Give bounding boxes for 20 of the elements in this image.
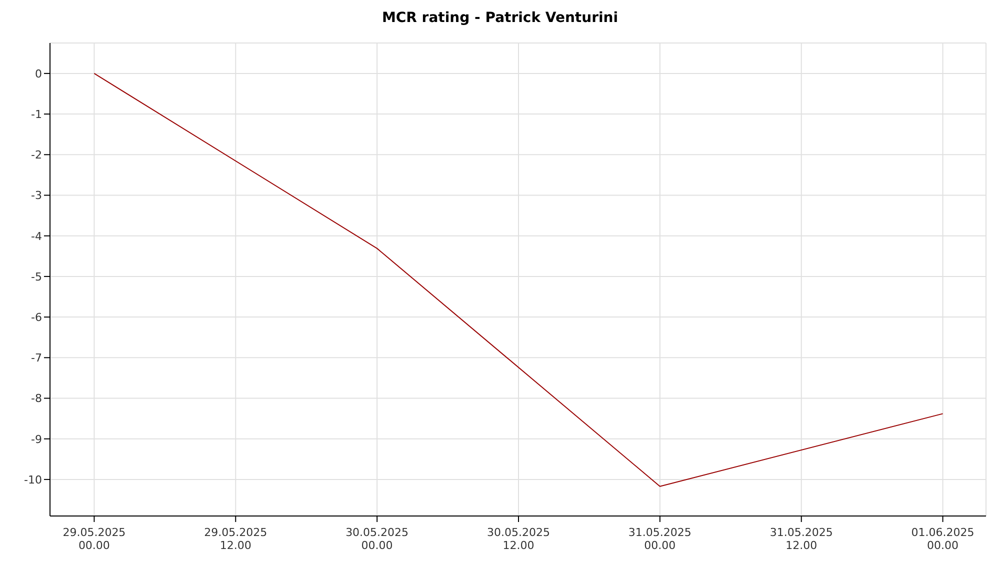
chart-title: MCR rating - Patrick Venturini — [380, 9, 620, 28]
y-tick-label: -3 — [31, 189, 42, 202]
x-tick-label: 01.06.2025 00.00 — [911, 526, 974, 552]
y-tick-label: -8 — [31, 392, 42, 406]
x-tick-label: 31.05.2025 00.00 — [628, 526, 692, 552]
y-tick-label: -5 — [31, 270, 42, 284]
y-tick-label: -2 — [31, 148, 42, 162]
y-tick-label: -7 — [31, 352, 42, 365]
x-tick-label: 29.05.2025 00.00 — [62, 526, 126, 552]
y-tick-label: -9 — [31, 432, 42, 446]
y-tick-label: -10 — [24, 473, 42, 486]
y-tick-label: 0 — [35, 67, 42, 80]
line-series — [94, 72, 944, 487]
y-tick-label: -6 — [31, 310, 42, 324]
y-tick-label: -4 — [31, 230, 42, 243]
x-tick-label: 29.05.2025 12.00 — [204, 526, 268, 552]
x-tick-label: 31.05.2025 12.00 — [770, 526, 833, 552]
x-tick-label: 30.05.2025 12.00 — [487, 526, 550, 552]
x-tick-label: 30.05.2025 00.00 — [346, 526, 409, 552]
y-tick-label: -1 — [31, 108, 42, 121]
